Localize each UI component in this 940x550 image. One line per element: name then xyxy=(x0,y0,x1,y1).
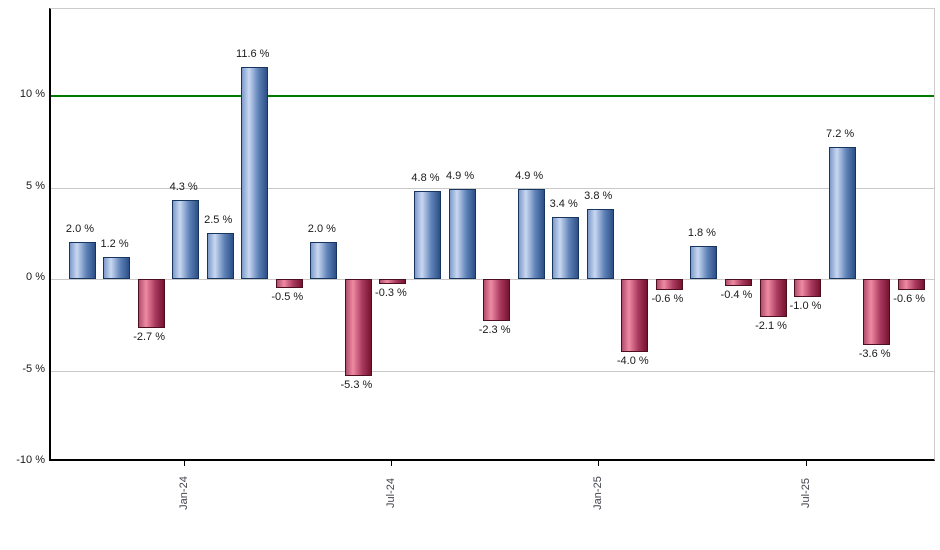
y-axis-tick-label: 5 % xyxy=(26,179,45,192)
x-axis-tick-label: Jul-24 xyxy=(384,478,397,508)
negative-return-bar xyxy=(275,279,303,289)
negative-return-bar xyxy=(863,279,891,345)
negative-return-bar xyxy=(655,279,683,290)
negative-return-bar xyxy=(483,279,511,322)
bar-value-label: 4.9 % xyxy=(515,170,544,183)
bar-value-label: -4.0 % xyxy=(616,355,649,368)
bar-value-label: -0.5 % xyxy=(271,291,304,304)
bar-value-label: 2.0 % xyxy=(65,223,95,236)
plot-area xyxy=(49,8,935,461)
bar-value-label: 11.6 % xyxy=(236,47,270,60)
x-axis-tick xyxy=(805,461,807,466)
bar-value-label: 1.8 % xyxy=(687,227,716,240)
positive-return-bar xyxy=(552,216,580,279)
bar-value-label: -2.3 % xyxy=(478,324,511,337)
y-axis-tick-label: -10 % xyxy=(16,454,45,466)
positive-return-bar xyxy=(206,233,234,279)
bar-value-label: 1.2 % xyxy=(100,238,129,251)
negative-return-bar xyxy=(137,279,165,329)
negative-return-bar xyxy=(724,279,752,287)
bar-value-label: -3.6 % xyxy=(858,347,891,360)
positive-return-bar xyxy=(103,257,131,279)
negative-return-bar xyxy=(344,279,372,376)
bar-value-label: 3.8 % xyxy=(584,190,613,203)
bar-value-label: 3.4 % xyxy=(549,197,578,210)
bar-value-label: -0.3 % xyxy=(375,287,407,300)
positive-return-bar xyxy=(172,200,200,279)
bar-value-label: -0.4 % xyxy=(720,289,753,302)
bar-value-label: 7.2 % xyxy=(826,128,855,141)
x-axis-tick-label: Jan-25 xyxy=(592,476,605,510)
positive-return-bar xyxy=(690,246,718,279)
x-axis-tick-label: Jul-25 xyxy=(799,478,812,508)
x-axis-tick xyxy=(183,461,185,466)
bar-value-label: 2.5 % xyxy=(204,214,233,227)
bar-value-label: 4.9 % xyxy=(445,170,475,183)
reference-line xyxy=(51,95,934,97)
positive-return-bar xyxy=(448,189,476,279)
bar-value-label: 4.8 % xyxy=(411,172,440,185)
bar-value-label: -2.1 % xyxy=(755,320,787,333)
gridline xyxy=(51,370,934,372)
bar-value-label: -0.6 % xyxy=(893,292,926,305)
y-axis-tick-label: -5 % xyxy=(22,362,45,375)
bar-value-label: 4.3 % xyxy=(169,181,198,194)
bar-value-label: -5.3 % xyxy=(340,378,373,391)
bar-value-label: 2.0 % xyxy=(307,223,336,236)
bar-value-label: -0.6 % xyxy=(651,292,684,305)
positive-return-bar xyxy=(828,147,856,279)
negative-return-bar xyxy=(794,279,822,298)
bar-value-label: -1.0 % xyxy=(789,300,822,313)
bar-value-label: -2.7 % xyxy=(133,331,165,344)
positive-return-bar xyxy=(414,191,441,279)
positive-return-bar xyxy=(310,242,338,279)
positive-return-bar xyxy=(68,242,96,279)
y-axis-tick-label: 10 % xyxy=(19,88,45,100)
positive-return-bar xyxy=(517,189,545,279)
x-axis-tick xyxy=(390,461,392,466)
negative-return-bar xyxy=(897,279,925,290)
x-axis-tick-label: Jan-24 xyxy=(177,476,190,510)
negative-return-bar xyxy=(759,279,787,318)
positive-return-bar xyxy=(586,209,614,279)
negative-return-bar xyxy=(379,279,407,285)
y-axis-tick-label: 0 % xyxy=(26,271,45,283)
gridline xyxy=(51,187,934,189)
negative-return-bar xyxy=(621,279,649,353)
positive-return-bar xyxy=(241,66,269,279)
x-axis-tick xyxy=(598,461,600,466)
